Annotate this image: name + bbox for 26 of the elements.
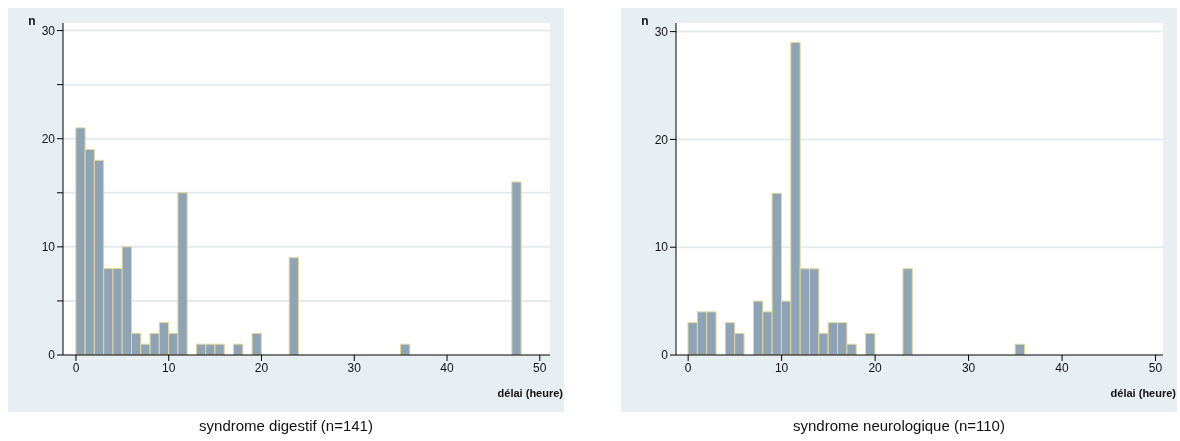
y-tick-label: 20 <box>41 131 56 146</box>
x-tick-label: 50 <box>533 360 547 375</box>
y-tick-label: 0 <box>48 348 56 363</box>
y-tick-label: 30 <box>41 23 56 38</box>
text: syndrome digestif (n=141) <box>198 417 374 434</box>
x-tick-label: 10 <box>162 360 176 375</box>
y-axis-title: n <box>28 14 36 28</box>
y-tick-label: 10 <box>654 240 669 255</box>
y-tick-label: 10 <box>41 240 56 255</box>
x-tick-label: 0 <box>72 360 80 375</box>
y-axis-title: n <box>641 14 649 28</box>
x-tick-label: 20 <box>254 360 269 375</box>
x-tick-label: 50 <box>1148 360 1163 375</box>
x-tick-label: 20 <box>868 360 883 375</box>
y-tick-label: 20 <box>654 132 669 147</box>
x-axis-title: délai (heure) <box>1110 387 1177 399</box>
x-tick-label: 40 <box>1055 360 1070 375</box>
x-tick-label: 40 <box>440 360 455 375</box>
y-tick-label: 30 <box>654 24 669 39</box>
x-axis-title: délai (heure) <box>497 387 564 399</box>
x-tick-label: 10 <box>774 360 789 375</box>
y-tick-label: 0 <box>661 348 669 363</box>
x-tick-label: 30 <box>347 360 362 375</box>
text: syndrome neurologique (n=110) <box>792 417 1006 434</box>
x-tick-label: 30 <box>961 360 976 375</box>
x-tick-label: 0 <box>684 360 692 375</box>
